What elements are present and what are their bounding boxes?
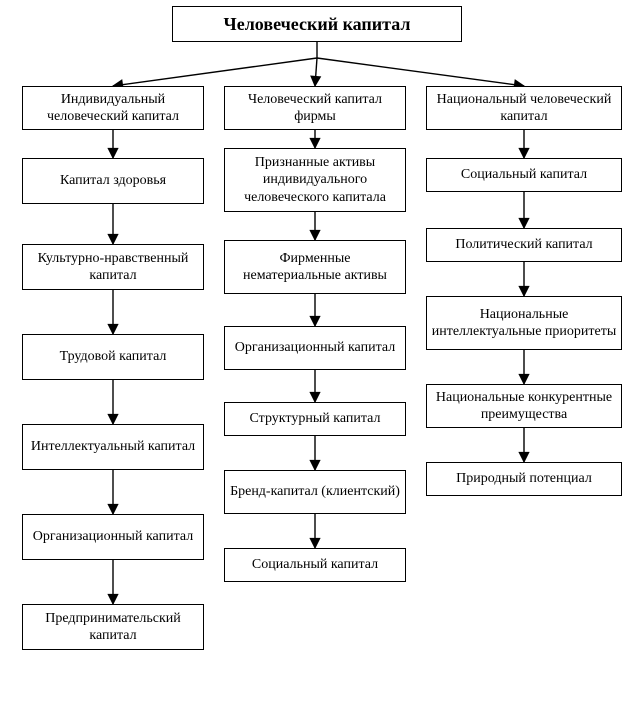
- col0-item-5: Предпринимательский капитал: [22, 604, 204, 650]
- root-node-label: Человеческий капитал: [224, 13, 411, 36]
- col1-item-3-label: Структурный капитал: [250, 410, 381, 428]
- col1-item-3: Структурный капитал: [224, 402, 406, 436]
- column-header-2-label: Национальный человеческий капитал: [431, 91, 617, 126]
- col1-item-4-label: Бренд-капитал (клиентский): [230, 483, 400, 501]
- col2-item-4: Природный потенциал: [426, 462, 622, 496]
- col0-item-4: Организационный капитал: [22, 514, 204, 560]
- col1-item-5: Социальный капитал: [224, 548, 406, 582]
- col0-item-3-label: Интеллектуальный капитал: [31, 438, 195, 456]
- col2-item-4-label: Природный потенциал: [456, 470, 592, 488]
- column-header-0: Индивидуальный человеческий капитал: [22, 86, 204, 130]
- col0-item-2: Трудовой капитал: [22, 334, 204, 380]
- col1-item-2: Организационный капитал: [224, 326, 406, 370]
- col2-item-1-label: Политический капитал: [455, 236, 592, 254]
- col2-item-3-label: Национальные конкурентные преимущества: [431, 389, 617, 424]
- col1-item-0-label: Признанные активы индивидуального челове…: [229, 154, 401, 207]
- col0-item-1-label: Культурно-нравственный капитал: [27, 250, 199, 285]
- col1-item-4: Бренд-капитал (клиентский): [224, 470, 406, 514]
- col1-item-5-label: Социальный капитал: [252, 556, 378, 574]
- col1-item-1-label: Фирменные нематериальные активы: [229, 250, 401, 285]
- col0-item-0: Капитал здоровья: [22, 158, 204, 204]
- column-header-2: Национальный человеческий капитал: [426, 86, 622, 130]
- col1-item-1: Фирменные нематериальные активы: [224, 240, 406, 294]
- column-header-1-label: Человеческий капитал фирмы: [229, 91, 401, 126]
- col2-item-1: Политический капитал: [426, 228, 622, 262]
- col2-item-0: Социальный капитал: [426, 158, 622, 192]
- col0-item-1: Культурно-нравственный капитал: [22, 244, 204, 290]
- col2-item-0-label: Социальный капитал: [461, 166, 587, 184]
- col0-item-2-label: Трудовой капитал: [60, 348, 167, 366]
- col2-item-2: Национальные интеллектуальные приоритеты: [426, 296, 622, 350]
- col0-item-4-label: Организационный капитал: [33, 528, 193, 546]
- column-header-0-label: Индивидуальный человеческий капитал: [27, 91, 199, 126]
- root-node: Человеческий капитал: [172, 6, 462, 42]
- column-header-1: Человеческий капитал фирмы: [224, 86, 406, 130]
- col0-item-5-label: Предпринимательский капитал: [27, 610, 199, 645]
- col1-item-0: Признанные активы индивидуального челове…: [224, 148, 406, 212]
- diagram-canvas: Человеческий капитал Индивидуальный челов…: [0, 0, 635, 704]
- col0-item-3: Интеллектуальный капитал: [22, 424, 204, 470]
- col0-item-0-label: Капитал здоровья: [60, 172, 166, 190]
- col1-item-2-label: Организационный капитал: [235, 339, 395, 357]
- col2-item-3: Национальные конкурентные преимущества: [426, 384, 622, 428]
- col2-item-2-label: Национальные интеллектуальные приоритеты: [431, 306, 617, 341]
